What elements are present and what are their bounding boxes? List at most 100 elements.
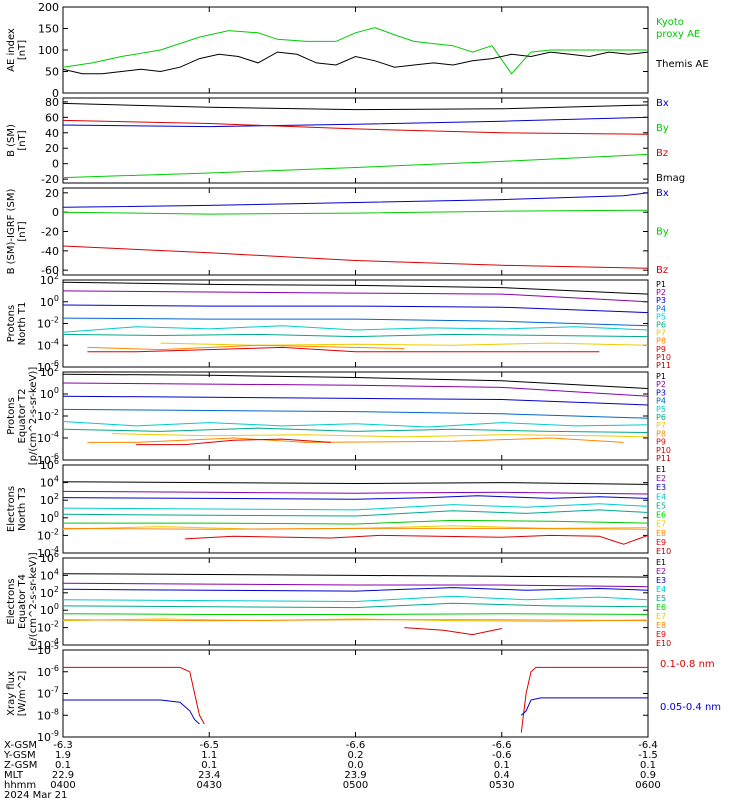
y-axis-label: ProtonsEquator T2[p/(cm^2-s-sr-keV)] [6,367,39,466]
y-tick-label: 10-2 [37,620,59,635]
legend-label: P10 [656,446,671,455]
panel-frame [62,187,649,276]
legend-label: P9 [656,345,666,354]
y-tick-label: -40 [41,245,59,258]
legend-label: P4 [656,397,666,406]
legend-label: Bz [656,148,668,159]
legend-label: P6 [656,321,666,330]
legend-label: E8 [656,621,666,630]
series-line [62,27,648,75]
panel-frame [62,649,649,738]
y-tick-label: 10-8 [37,707,59,722]
x-tick-label: 0500 [343,780,368,791]
series-line [160,342,649,346]
x-tick-label: 0.1 [201,760,217,771]
legend-label: E5 [656,501,666,510]
series-line [63,699,200,725]
x-tick-label: 0530 [489,780,514,791]
legend-label: E4 [656,585,666,594]
x-tick-label: 0.1 [494,760,510,771]
series-line [62,587,649,592]
x-tick-label: -6.6 [346,740,366,751]
series-line [404,627,502,636]
legend-label: P1 [656,280,666,289]
y-axis-label: B (SM)[nT] [6,124,28,157]
panel-3: -60 -40 -20 0 20 B (SM)-IGRF (SM)[nT] Bx By Bz [6,187,669,277]
y-tick-label: 20 [45,187,59,200]
legend-label: E7 [656,520,666,529]
y-tick-label: 40 [45,127,59,140]
y-tick-label: -60 [41,264,59,277]
legend-label: P3 [656,388,666,397]
series-line [62,192,649,208]
y-tick-label: 0 [52,206,59,219]
y-tick-label: 0 [52,87,59,100]
series-line [62,153,649,179]
legend-label: Kyoto [656,17,684,28]
y-tick-label: 10-6 [37,664,59,679]
series-line [62,395,649,406]
series-line [62,527,649,530]
legend-label: P8 [656,429,666,438]
series-line [62,325,649,333]
y-tick-label: 102 [40,585,59,600]
legend-label: P7 [656,329,666,338]
legend-label: By [656,227,669,238]
panel-8: 10-9 10-8 10-7 10-6 10-5 Xray flux[W/m^2] 0.1-… [6,642,721,744]
series-line [62,613,649,615]
legend-label: P11 [656,454,671,463]
series-line [62,102,649,111]
series-line [520,666,648,733]
series-line [62,573,649,578]
legend-label: E2 [656,474,666,483]
y-tick-label: 100 [40,386,59,401]
y-tick-label: 10-2 [37,316,59,331]
legend-label: E9 [656,630,666,639]
y-tick-label: 104 [40,567,59,582]
legend-label: E1 [656,558,666,567]
y-tick-label: 20 [45,142,59,155]
y-tick-label: 10-4 [37,430,59,445]
series-line [87,344,405,351]
x-row-label: hhmm [4,780,36,791]
y-tick-label: 100 [38,44,59,57]
x-tick-label: 0.1 [640,760,656,771]
y-tick-label: 60 [45,111,59,124]
y-axis-label: ProtonsNorth T1 [6,302,28,346]
x-tick-label: -6.5 [199,740,219,751]
legend-label: E8 [656,529,666,538]
legend-label: E6 [656,511,666,520]
legend-label: 0.1-0.8 nm [660,659,715,670]
y-tick-label: 10-2 [37,408,59,423]
legend-label: 0.05-0.4 nm [660,702,721,713]
x-row-label: X-GSM [4,740,37,751]
y-axis-label: AE index[nT] [6,28,28,72]
legend-label: E7 [656,612,666,621]
series-line [62,317,649,327]
legend-label: Bx [656,98,669,109]
series-line [62,116,649,128]
series-line [136,438,332,446]
y-tick-label: 0 [52,158,59,171]
series-line [62,618,649,623]
legend-label: P5 [656,405,666,414]
legend-label: P4 [656,304,666,313]
series-line [62,290,649,303]
series-line [62,281,649,295]
y-tick-label: -20 [41,173,59,186]
legend-label: P6 [656,413,666,422]
x-tick-label: 0.2 [348,750,364,761]
y-tick-label: 104 [40,475,59,490]
series-line [111,433,649,438]
legend-label: P2 [656,380,666,389]
y-tick-label: 10-4 [37,545,59,560]
y-tick-label: 100 [40,602,59,617]
x-row-label: Z-GSM [4,760,37,771]
x-tick-label: 0400 [50,780,75,791]
y-tick-label: 102 [40,364,59,379]
